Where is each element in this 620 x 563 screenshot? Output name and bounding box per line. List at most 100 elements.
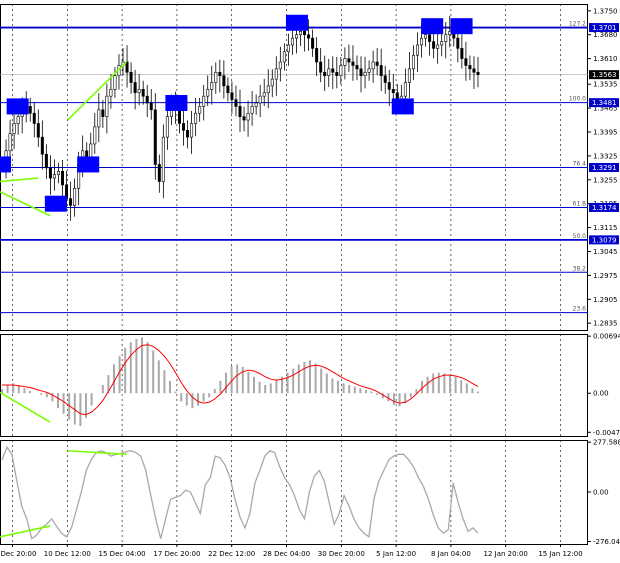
macd-trendline <box>0 391 51 423</box>
time-tick-label-5: 28 Dec 04:00 <box>263 550 310 558</box>
candle-body-75 <box>303 31 307 36</box>
candle-body-26 <box>105 95 109 117</box>
candle-body-60 <box>242 116 246 121</box>
candle-body-85 <box>343 58 347 66</box>
candle-body-45 <box>182 123 186 131</box>
candle-body-35 <box>141 89 145 97</box>
candle-body-27 <box>109 89 113 97</box>
candle-body-117 <box>472 68 476 73</box>
candle-body-17 <box>69 198 73 206</box>
candle-body-89 <box>359 68 363 76</box>
panel-frame-1 <box>0 334 588 437</box>
price-tick-label-10: 1.3045 <box>593 248 618 256</box>
time-tick-label-7: 5 Jan 12:00 <box>376 550 416 558</box>
macd-panel <box>0 337 479 427</box>
fib-price-box-1 <box>589 98 619 108</box>
candle-body-93 <box>375 61 379 66</box>
price-tick-label-9: 1.3115 <box>593 224 618 232</box>
swing-marker-6 <box>391 98 414 115</box>
candle-body-51 <box>206 89 210 97</box>
swing-marker-2 <box>44 195 67 212</box>
candle-body-48 <box>194 112 198 124</box>
candle-body-114 <box>460 48 464 59</box>
vertical-grid <box>12 4 561 544</box>
candle-body-25 <box>101 109 105 117</box>
candle-body-86 <box>347 58 351 63</box>
candle-body-61 <box>246 112 250 121</box>
swing-marker-3 <box>77 156 100 173</box>
candle-body-15 <box>61 170 65 186</box>
price-tick-label-7: 1.3255 <box>593 176 618 184</box>
time-tick-label-2: 15 Dec 04:00 <box>99 550 146 558</box>
candle-body-108 <box>436 44 440 49</box>
price-tick-label-12: 1.2905 <box>593 296 618 304</box>
price-tick-label-5: 1.3395 <box>593 129 618 137</box>
price-trendline-0 <box>0 177 39 183</box>
candle-body-46 <box>186 130 190 138</box>
candle-body-79 <box>319 61 323 73</box>
candle-body-62 <box>250 106 254 114</box>
candle-body-8 <box>32 112 36 124</box>
candle-body-63 <box>254 102 258 107</box>
cci-axis: 277.5886 0.00 -276.045 <box>588 439 620 546</box>
candle-body-82 <box>331 68 335 73</box>
candle-body-72 <box>290 37 294 46</box>
candle-body-18 <box>73 188 77 206</box>
swing-marker-1 <box>6 98 29 115</box>
swing-marker-4 <box>165 94 188 111</box>
candle-body-88 <box>355 65 359 70</box>
candle-body-56 <box>226 85 230 94</box>
candle-body-84 <box>339 65 343 76</box>
macd-signal-line <box>2 344 479 416</box>
candle-body-81 <box>327 68 331 76</box>
fib-price-label-0: 1.3701 <box>592 24 617 32</box>
candle-body-116 <box>468 65 472 70</box>
candle-body-9 <box>36 123 40 138</box>
candle-body-40 <box>161 136 165 182</box>
current-price-label: 1.3563 <box>592 71 617 79</box>
candle-body-14 <box>56 170 60 175</box>
candle-body-73 <box>294 34 298 39</box>
fib-level-label-4: 50.0 <box>573 233 587 240</box>
candle-body-87 <box>351 61 355 66</box>
fib-price-box-4 <box>589 235 619 245</box>
cci-trendline-1 <box>67 449 127 456</box>
candle-body-47 <box>190 123 194 138</box>
candle-body-118 <box>476 71 480 75</box>
candle-body-12 <box>48 167 52 179</box>
fib-price-label-1: 1.3481 <box>592 99 617 107</box>
candle-body-107 <box>432 41 436 49</box>
fib-price-box-0 <box>589 23 619 33</box>
fib-price-label-2: 1.3291 <box>592 164 617 172</box>
cci-tick-label-1: 0.00 <box>593 489 609 497</box>
candle-body-38 <box>153 109 157 165</box>
cci-tick-label-2: -276.045 <box>593 538 620 546</box>
candle-body-22 <box>89 143 93 158</box>
candle-body-70 <box>282 51 286 63</box>
time-tick-label-8: 8 Jan 04:00 <box>431 550 471 558</box>
candle-body-113 <box>456 37 460 49</box>
candle-body-77 <box>311 37 315 49</box>
candle-body-39 <box>157 164 161 182</box>
candle-body-78 <box>315 48 319 63</box>
swing-marker-7 <box>421 18 444 35</box>
candle-body-106 <box>428 34 432 42</box>
candle-body-49 <box>198 106 202 114</box>
macd-tick-label-1: 0.00 <box>593 390 609 398</box>
macd-axis: 0.00694 0.00 -0.00475 <box>588 333 620 437</box>
fib-level-label-5: 38.2 <box>573 265 587 272</box>
cci-panel <box>0 445 479 540</box>
price-trendline-2 <box>67 61 127 121</box>
candle-body-28 <box>113 75 117 90</box>
candle-body-3 <box>12 123 16 135</box>
candle-body-90 <box>363 71 367 76</box>
candle-body-80 <box>323 71 327 76</box>
price-tick-label-0: 1.3750 <box>593 7 618 15</box>
price-panel: 127.2 100.0 76.4 61.8 50.0 38.2 23.6 <box>0 14 588 314</box>
candle-body-95 <box>383 75 387 83</box>
candle-body-53 <box>214 71 218 83</box>
candle-body-36 <box>145 95 149 104</box>
price-tick-label-13: 1.2835 <box>593 320 618 328</box>
candle-body-41 <box>165 116 169 138</box>
candle-body-32 <box>129 71 133 83</box>
